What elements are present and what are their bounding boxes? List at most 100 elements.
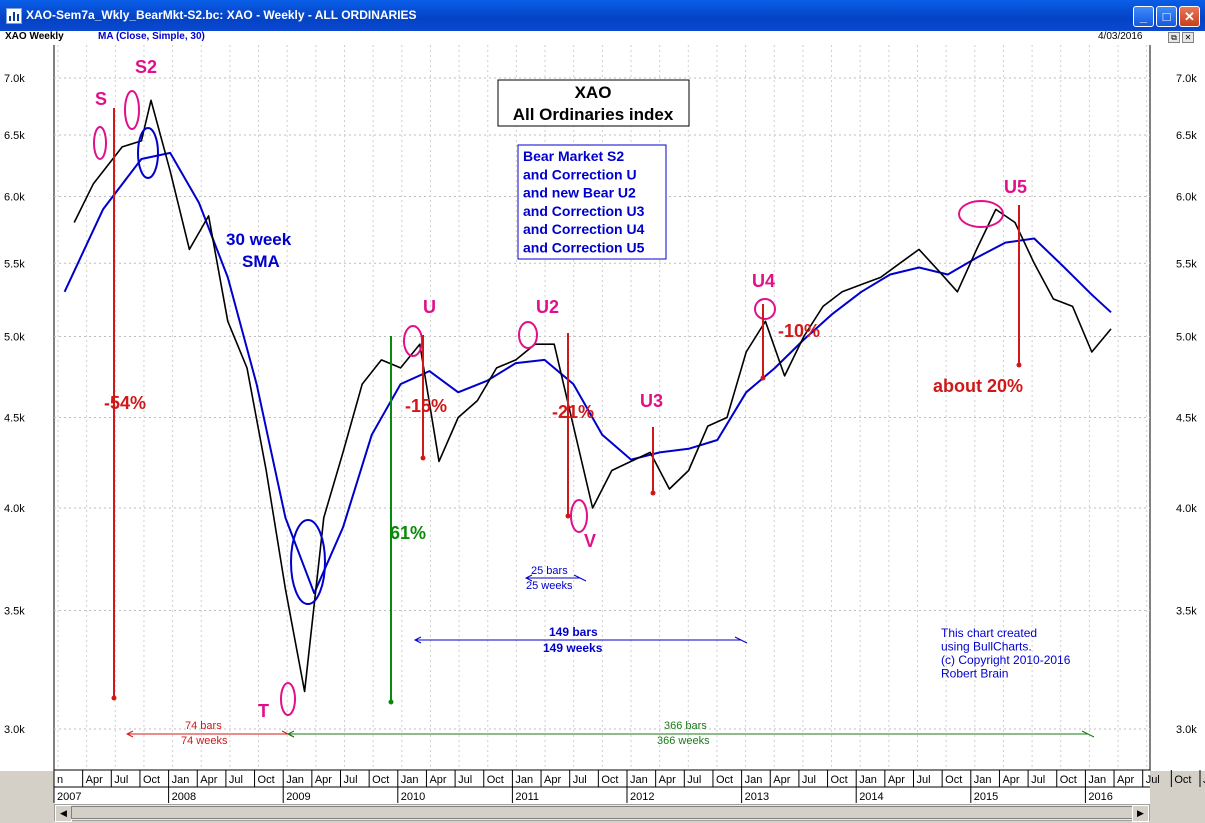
- pct-21: -21%: [552, 402, 594, 422]
- close-button[interactable]: ✕: [1179, 6, 1200, 27]
- y-tick-label-right: 5.5k: [1176, 258, 1197, 270]
- label-t: T: [258, 701, 269, 721]
- scroll-right-arrow-icon[interactable]: ▶: [1132, 805, 1149, 822]
- x-month-label: Jul: [687, 774, 701, 786]
- x-month-label: Apr: [86, 774, 103, 786]
- x-month-label: Oct: [372, 774, 389, 786]
- chart-title: XAO: [575, 83, 612, 102]
- y-tick-label-right: 7.0k: [1176, 73, 1197, 85]
- label-u3: U3: [640, 391, 663, 411]
- x-year-label: 2012: [630, 791, 654, 803]
- y-tick-label-right: 3.0k: [1176, 724, 1197, 736]
- minimize-button[interactable]: _: [1133, 6, 1154, 27]
- x-month-label: Jul: [1146, 774, 1160, 786]
- x-month-label: Oct: [143, 774, 160, 786]
- x-month-label: Jul: [229, 774, 243, 786]
- x-month-label: Apr: [200, 774, 217, 786]
- x-month-label: Apr: [1117, 774, 1134, 786]
- x-month-label: Oct: [831, 774, 848, 786]
- date-label: 4/03/2016: [1098, 31, 1143, 42]
- scroll-thumb[interactable]: [71, 806, 1133, 819]
- range-74-arrow-l: [125, 730, 134, 738]
- label-u: U: [423, 297, 436, 317]
- range-25-arrow-l: [524, 574, 533, 582]
- x-month-label: Oct: [1174, 774, 1191, 786]
- legend-line: Bear Market S2: [523, 148, 624, 164]
- x-year-label: 2013: [745, 791, 769, 803]
- x-year-label: 2010: [401, 791, 425, 803]
- y-tick-label-right: 4.0k: [1176, 503, 1197, 515]
- x-year-label: 2014: [859, 791, 883, 803]
- x-month-label: Jan: [974, 774, 992, 786]
- range-366-bars: 366 bars: [664, 720, 707, 732]
- measure-u3-end: [650, 490, 656, 496]
- legend-box: [517, 144, 667, 260]
- range-74-weeks: 74 weeks: [181, 735, 228, 747]
- price-chart[interactable]: 3.0k 3.0k 3.5k 3.5k 4.0k 4.0k 4.5k 4.5k 5.0k 5.0k…: [0, 45, 1205, 804]
- range-149-arrow-r: [734, 636, 748, 644]
- x-month-label: Apr: [888, 774, 905, 786]
- x-month-label: Apr: [659, 774, 676, 786]
- x-year-label: 2015: [974, 791, 998, 803]
- ellipse-t-ma: [290, 519, 326, 605]
- range-366-arrow-l: [286, 730, 295, 738]
- x-month-label: Jan: [286, 774, 304, 786]
- x-month-label: Apr: [315, 774, 332, 786]
- close-icon: ✕: [1184, 9, 1195, 24]
- range-74-bars: 74 bars: [185, 720, 222, 732]
- label-u5: U5: [1004, 177, 1027, 197]
- x-month-label: Apr: [1002, 774, 1019, 786]
- title-bar[interactable]: XAO-Sem7a_Wkly_BearMkt-S2.bc: XAO - Week…: [0, 0, 1205, 31]
- label-v: V: [584, 531, 596, 551]
- ma-line: [63, 151, 1112, 595]
- maximize-icon: □: [1162, 9, 1171, 24]
- maximize-button[interactable]: □: [1156, 6, 1177, 27]
- x-month-label: Jan: [745, 774, 763, 786]
- chart-app-icon: [6, 8, 22, 24]
- y-tick-label-right: 6.5k: [1176, 130, 1197, 142]
- y-tick-label-left: 4.0k: [4, 503, 25, 515]
- x-month-label: Jan: [172, 774, 190, 786]
- y-tick-label-left: 5.0k: [4, 332, 25, 344]
- x-month-label: Jan: [515, 774, 533, 786]
- range-149-weeks: 149 weeks: [543, 641, 603, 655]
- symbol-label: XAO Weekly: [5, 31, 64, 42]
- y-tick-label-right: 3.5k: [1176, 606, 1197, 618]
- measure-u5-end: [1016, 362, 1022, 368]
- x-month-label: Oct: [945, 774, 962, 786]
- ellipse-u5: [958, 200, 1004, 228]
- y-tick-label-left: 5.5k: [4, 258, 25, 270]
- x-month-label: Jan: [859, 774, 877, 786]
- measure-u-end: [420, 455, 426, 461]
- horizontal-scrollbar[interactable]: ◀ ▶: [54, 804, 1150, 822]
- pct-54: -54%: [104, 393, 146, 413]
- x-month-label: Jul: [114, 774, 128, 786]
- scroll-left-arrow-icon[interactable]: ◀: [55, 805, 72, 822]
- close-pane-button[interactable]: ✕: [1182, 32, 1194, 43]
- x-month-label: Jan: [401, 774, 419, 786]
- ellipse-s: [93, 126, 107, 160]
- range-366-arrow-r: [1081, 730, 1095, 738]
- x-year-label: 2007: [57, 791, 81, 803]
- indicator-label[interactable]: MA (Close, Simple, 30): [98, 31, 205, 42]
- chart-svg[interactable]: 3.0k 3.0k 3.5k 3.5k 4.0k 4.0k 4.5k 4.5k 5.0k 5.0k…: [0, 45, 1205, 805]
- y-tick-label-left: 6.0k: [4, 191, 25, 203]
- legend-line: and Correction U: [523, 166, 637, 182]
- x-month-label: Jan: [1088, 774, 1106, 786]
- x-month-label: Jul: [802, 774, 816, 786]
- pct-10: -10%: [778, 321, 820, 341]
- y-tick-label-left: 7.0k: [4, 73, 25, 85]
- legend-line: and new Bear U2: [523, 185, 636, 201]
- pct-15: -15%: [405, 396, 447, 416]
- x-month-label: Oct: [487, 774, 504, 786]
- x-month-label: Jan: [1203, 774, 1205, 786]
- x-month-label: Jul: [1031, 774, 1045, 786]
- measure-u4-end: [760, 375, 766, 381]
- measure-u2-v-end: [565, 513, 571, 519]
- restore-pane-button[interactable]: ⧉: [1168, 32, 1180, 43]
- range-25-bars: 25 bars: [531, 565, 568, 577]
- ellipse-v: [570, 499, 588, 533]
- range-25-weeks: 25 weeks: [526, 580, 573, 592]
- x-month-label: Jan: [630, 774, 648, 786]
